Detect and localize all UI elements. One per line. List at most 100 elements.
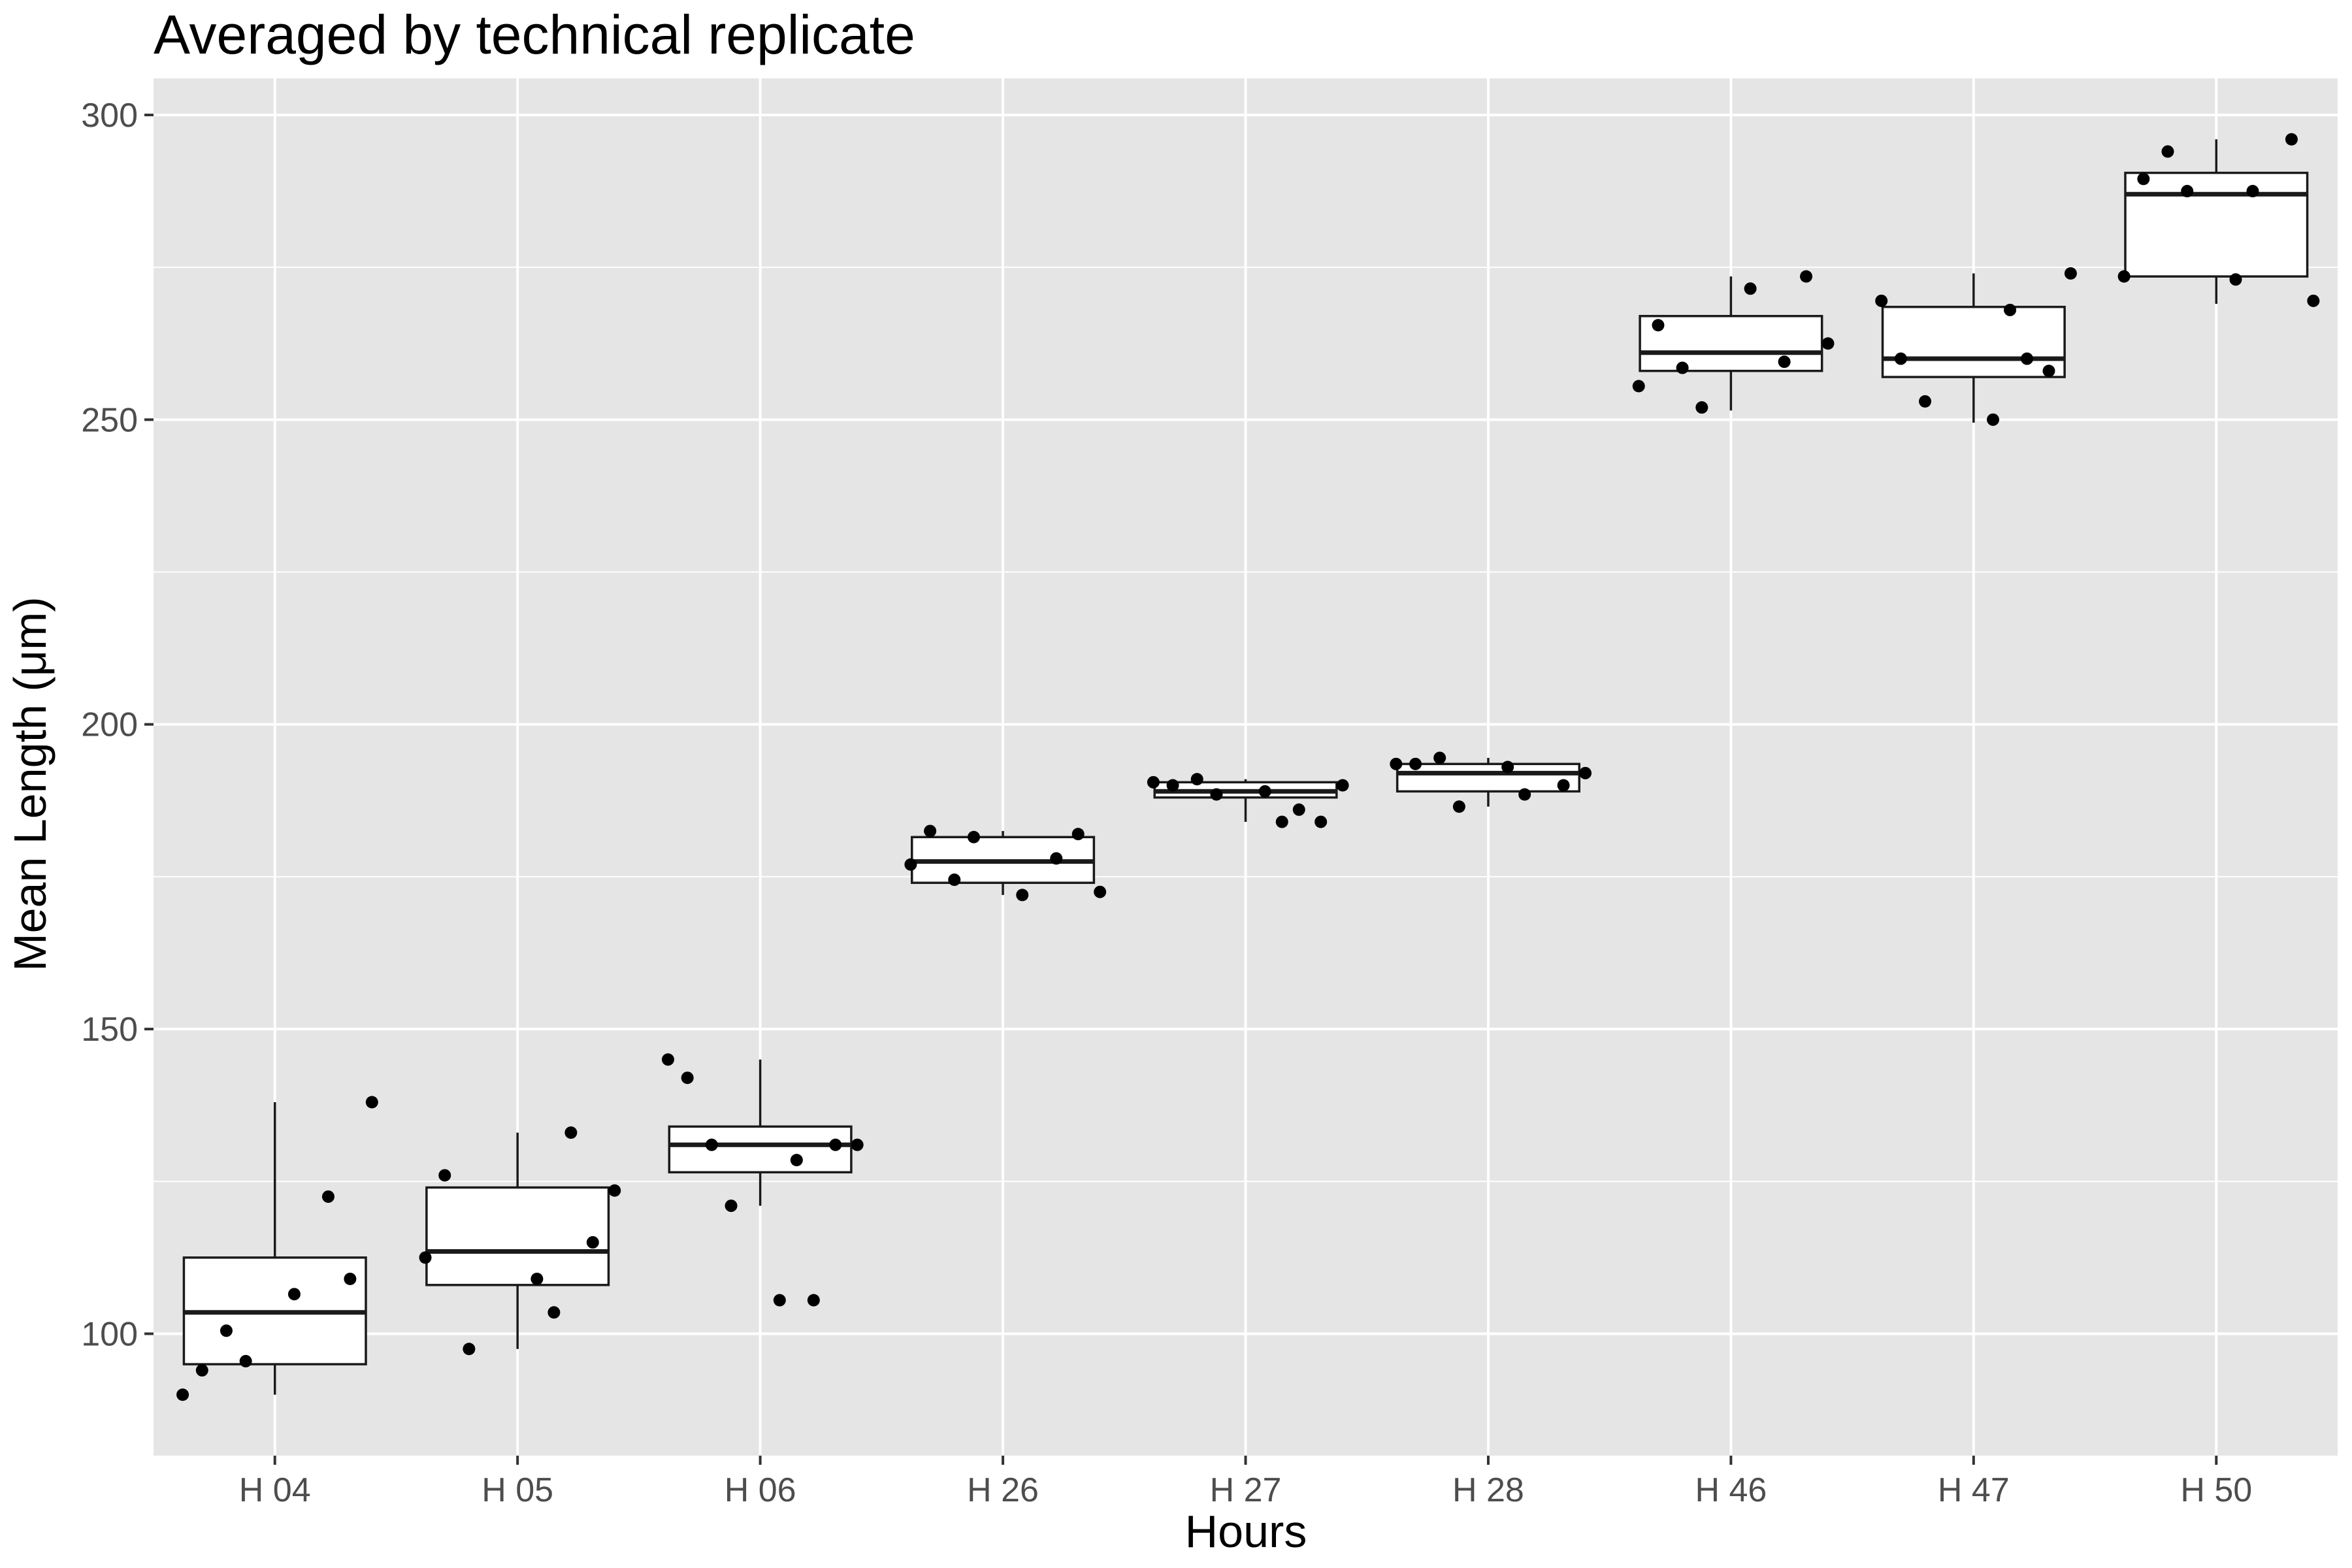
data-point [1071, 828, 1085, 841]
data-point [321, 1190, 335, 1203]
x-tick-label: H 50 [2180, 1471, 2252, 1509]
data-point [1518, 788, 1531, 801]
data-point [790, 1154, 803, 1167]
data-point [1778, 355, 1791, 368]
data-point [924, 825, 937, 838]
data-point [586, 1236, 599, 1249]
x-tick-label: H 28 [1452, 1471, 1524, 1509]
x-tick-label: H 06 [725, 1471, 796, 1509]
data-point [829, 1138, 842, 1151]
data-point [531, 1273, 544, 1286]
data-point [967, 830, 980, 843]
data-point [2307, 294, 2320, 307]
y-tick-label: 250 [81, 401, 138, 439]
data-point [904, 858, 917, 871]
data-point [608, 1184, 621, 1197]
chart-title: Averaged by technical replicate [154, 4, 915, 65]
data-point [1390, 757, 1403, 770]
box-iqr [1639, 315, 1823, 372]
data-point [365, 1096, 378, 1109]
x-tick-label: H 27 [1210, 1471, 1282, 1509]
x-tick-label: H 05 [482, 1471, 553, 1509]
x-axis: H 04 H 05 H 06 H 26 H 27 H 28 H 46 H 47 H 50 [239, 1456, 2252, 1509]
box-h47 [1881, 273, 2066, 423]
data-point [2021, 352, 2034, 365]
data-point [725, 1200, 738, 1213]
data-point [1315, 815, 1328, 828]
points-layer [176, 133, 2320, 1401]
data-point [1744, 282, 1757, 295]
data-point [1501, 760, 1514, 774]
box-h05 [425, 1132, 610, 1349]
x-tick-label: H 26 [967, 1471, 1039, 1509]
data-point [1336, 779, 1349, 792]
data-point [1050, 852, 1063, 865]
data-point [176, 1388, 189, 1401]
x-tick-label: H 47 [1938, 1471, 2010, 1509]
data-point [807, 1294, 820, 1307]
box-h06 [668, 1059, 853, 1206]
data-point [2004, 303, 2017, 316]
y-tick-label: 150 [81, 1011, 138, 1049]
data-point [438, 1169, 451, 1182]
data-point [419, 1251, 432, 1264]
data-point [564, 1126, 578, 1139]
data-point [2161, 145, 2174, 158]
box-iqr [1881, 306, 2066, 378]
data-point [1094, 885, 1107, 898]
data-point [1875, 294, 1888, 307]
data-point [1919, 395, 1932, 408]
box-iqr [425, 1186, 610, 1286]
data-point [1676, 361, 1689, 374]
data-point [1433, 751, 1446, 764]
data-point [705, 1138, 718, 1151]
data-point [1147, 776, 1160, 789]
box-h28 [1396, 758, 1580, 807]
box-h50 [2124, 139, 2309, 304]
data-point [463, 1343, 476, 1356]
data-point [661, 1053, 674, 1066]
data-point [1409, 757, 1422, 770]
y-tick-label: 300 [81, 97, 138, 135]
y-axis-title: Mean Length (μm) [5, 596, 56, 971]
data-point [851, 1138, 864, 1151]
y-tick-label: 200 [81, 706, 138, 744]
data-point [1695, 401, 1708, 414]
box-iqr [2124, 171, 2309, 278]
data-point [1292, 803, 1305, 816]
box-h27 [1153, 779, 1338, 822]
data-point [1016, 889, 1029, 902]
data-point [1275, 815, 1288, 828]
data-point [2285, 133, 2298, 146]
box-iqr [668, 1125, 853, 1174]
x-tick-label: H 46 [1695, 1471, 1767, 1509]
data-point [1894, 352, 1907, 365]
data-point [239, 1354, 252, 1367]
data-point [1632, 380, 1645, 393]
data-point [773, 1294, 786, 1307]
data-point [2246, 185, 2259, 198]
data-point [2117, 270, 2131, 283]
x-axis-title: Hours [1185, 1506, 1307, 1557]
box-h04 [182, 1102, 367, 1395]
data-point [1190, 773, 1203, 786]
data-point [2137, 172, 2150, 186]
data-point [948, 874, 961, 887]
data-point [1821, 337, 1835, 350]
data-point [1557, 779, 1570, 792]
box-iqr [1396, 762, 1580, 793]
box-h46 [1639, 276, 1823, 411]
data-point [547, 1306, 561, 1319]
data-point [195, 1364, 208, 1377]
data-point [1452, 800, 1465, 813]
boxes-layer [182, 139, 2309, 1395]
data-point [220, 1324, 233, 1337]
data-point [2042, 365, 2055, 378]
y-tick-label: 100 [81, 1315, 138, 1353]
data-point [1652, 319, 1665, 332]
box-h26 [911, 830, 1096, 895]
data-point [1800, 270, 1813, 283]
data-point [681, 1071, 694, 1085]
data-point [1987, 413, 2000, 426]
